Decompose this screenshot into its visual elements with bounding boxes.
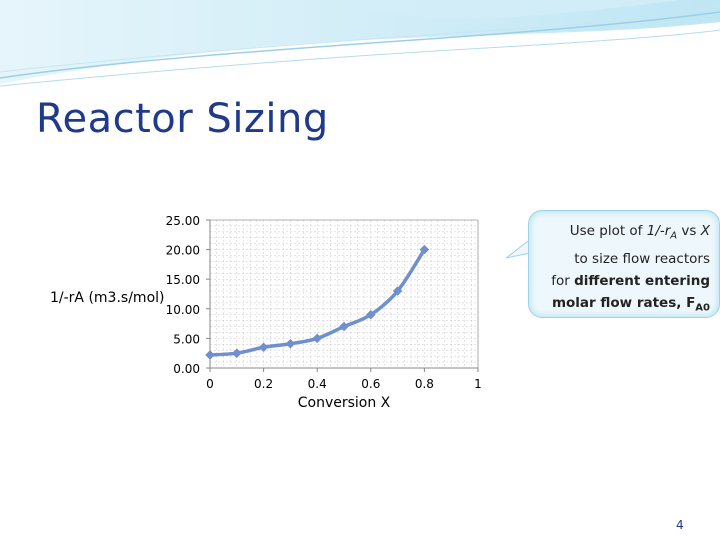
data-point-marker	[231, 348, 242, 359]
data-series	[205, 244, 430, 360]
y-tick-label: 20.00	[166, 244, 200, 258]
callout-line2: to size flow reactors	[574, 250, 710, 267]
data-point-marker	[312, 333, 323, 344]
callout-vs: vs	[677, 223, 701, 239]
x-axis-label: Conversion X	[298, 395, 391, 411]
callout-line3-bold: different entering	[574, 272, 710, 289]
x-tick-label: 0	[206, 377, 214, 391]
x-tick-label: 0.2	[254, 377, 273, 391]
y-tick-label: 10.00	[166, 303, 200, 317]
callout-line3-prefix: for	[551, 272, 575, 289]
data-point-marker	[419, 244, 430, 255]
callout-bubble	[528, 210, 720, 318]
y-axis-label: 1/-rA (m3.s/mol)	[50, 290, 164, 306]
chart-axes	[209, 220, 478, 369]
y-tick-label: 25.00	[166, 214, 200, 228]
callout-line4-sub: A0	[695, 302, 710, 314]
data-point-marker	[285, 338, 296, 349]
y-tick-label: 0.00	[173, 362, 200, 376]
y-tick-label: 5.00	[173, 332, 200, 346]
data-point-marker	[205, 350, 215, 360]
callout-line1-prefix: Use plot of	[569, 223, 647, 239]
chart-grid	[210, 219, 479, 368]
data-point-marker	[392, 286, 403, 296]
y-tick-labels: 0.00 5.00 10.00 15.00 20.00 25.00	[166, 214, 210, 376]
page-number: 4	[676, 518, 684, 532]
callout-var: X	[700, 223, 710, 239]
callout-line4-bold: molar flow rates, F	[551, 294, 696, 311]
slide-title: Reactor Sizing	[36, 96, 329, 142]
y-tick-label: 15.00	[166, 273, 200, 287]
callout-text: Use plot of 1/-rA vs X to size flow reac…	[534, 220, 710, 319]
callout-note: Use plot of 1/-rA vs X to size flow reac…	[506, 210, 720, 319]
callout-fn: 1/-r	[646, 223, 671, 239]
data-point-marker	[258, 342, 269, 353]
x-tick-label: 0.8	[415, 377, 434, 391]
header-banner-decoration	[0, 0, 720, 87]
data-point-marker	[365, 309, 376, 320]
x-tick-label: 1	[474, 377, 482, 391]
x-tick-labels: 0 0.2 0.4 0.6 0.8 1	[206, 368, 482, 391]
x-tick-label: 0.4	[308, 377, 327, 391]
x-tick-label: 0.6	[361, 377, 380, 391]
callout-fn-sub: A	[670, 230, 678, 242]
data-point-marker	[339, 321, 349, 332]
